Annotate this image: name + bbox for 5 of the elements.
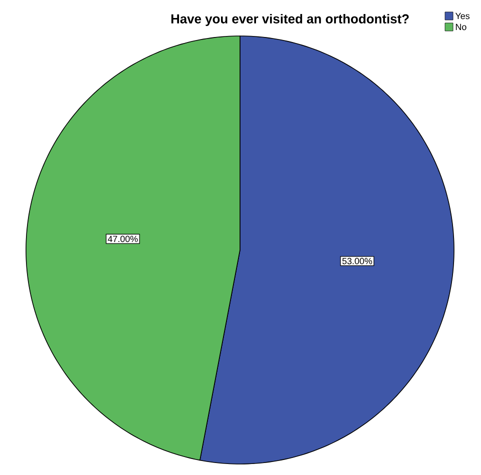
chart-title: Have you ever visited an orthodontist? — [171, 14, 409, 26]
legend-label: Yes — [455, 12, 470, 20]
legend-label: No — [456, 24, 466, 30]
data-label: 53.00% — [342, 258, 372, 264]
data-label: 47.00% — [108, 236, 138, 242]
